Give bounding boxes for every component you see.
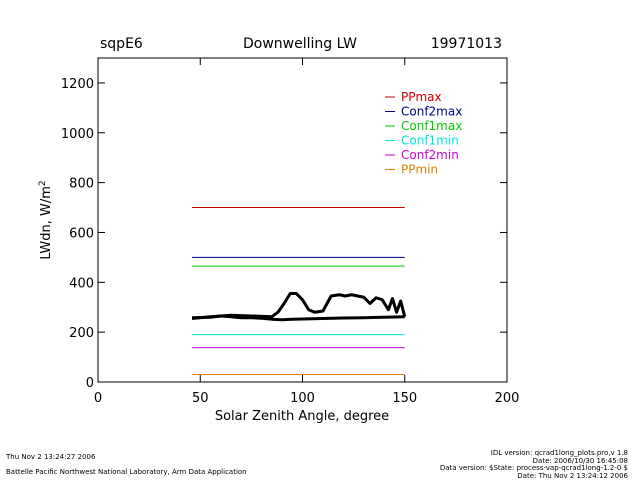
x-tick-label: 100 xyxy=(290,391,315,406)
chart-title: Downwelling LW xyxy=(243,36,357,52)
site-label: sqpE6 xyxy=(100,36,143,52)
x-tick-label: 50 xyxy=(192,391,209,406)
legend-entry-conf1min: Conf1min xyxy=(401,134,459,148)
y-tick-label: 800 xyxy=(69,177,94,192)
x-tick-label: 0 xyxy=(94,391,102,406)
legend-entry-conf1max: Conf1max xyxy=(401,119,462,133)
y-tick-label: 600 xyxy=(69,226,94,241)
y-tick-label: 1200 xyxy=(61,77,94,92)
footer-timestamp: Thu Nov 2 13:24:27 2006 xyxy=(6,453,96,461)
x-axis-label: Solar Zenith Angle, degree xyxy=(215,409,389,424)
y-tick-label: 400 xyxy=(69,276,94,291)
lwdn-measured-upper-branch xyxy=(191,292,407,320)
axis-ticks: 0 50 100 150 200 0 200 400 600 800 1000 1200 xyxy=(61,58,520,406)
series-lines xyxy=(191,207,407,376)
legend-entry-ppmax: PPmax xyxy=(401,90,442,104)
footer-institution: Battelle Pacific Northwest National Labo… xyxy=(6,468,247,476)
x-tick-label: 150 xyxy=(392,391,417,406)
footer-version-line: Data version: $State: process-vap-qcrad1… xyxy=(439,464,628,472)
footer-version-line: Date: Thu Nov 2 13:24:12 2006 xyxy=(517,471,628,480)
legend-entry-conf2min: Conf2min xyxy=(401,148,459,162)
date-label: 19971013 xyxy=(430,36,502,52)
y-tick-label: 200 xyxy=(69,326,94,341)
x-tick-label: 200 xyxy=(495,391,520,406)
legend-entry-ppmin: PPmin xyxy=(401,163,438,177)
legend-entry-conf2max: Conf2max xyxy=(401,105,462,119)
y-tick-label: 0 xyxy=(86,376,94,391)
y-tick-label: 1000 xyxy=(61,127,94,142)
legend: PPmaxConf2maxConf1maxConf1minConf2minPPm… xyxy=(385,90,462,177)
footer-version-line: Date: 2006/10/30 16:45:08 xyxy=(532,456,628,465)
footer-version-line: IDL version: qcrad1long_plots.pro,v 1.8 xyxy=(490,449,628,457)
footer-version-info: IDL version: qcrad1long_plots.pro,v 1.8 … xyxy=(440,449,628,479)
y-axis-label: LWdn, W/m2 xyxy=(38,180,54,259)
